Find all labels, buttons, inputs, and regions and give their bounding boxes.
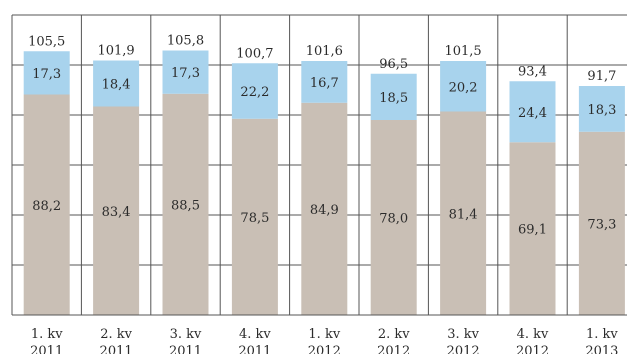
category-label-year: 2012 [377,344,410,354]
category-label-year: 2012 [308,344,341,354]
bars [23,50,625,315]
category-label-quarter: 1. kv [31,327,63,342]
bar-segment-top [509,81,556,143]
bar-segment-base [231,118,278,315]
data-labels: 88,2 17,3 105,5 83,4 18,4 101,9 88,5 17,3 105,8 7… [28,34,616,238]
data-label-top: 20,2 [449,80,478,95]
bar-segment-base [440,111,487,315]
data-label-total: 101,9 [97,44,134,59]
data-label-base: 78,5 [240,211,269,226]
data-label-top: 22,2 [240,85,269,100]
data-label-base: 83,4 [102,205,131,220]
bar-segment-base [301,102,348,315]
bar-segment-base [162,93,209,315]
bar-segment-base [509,142,556,315]
category-label-year: 2012 [447,344,480,354]
data-label-top: 17,3 [171,66,200,81]
data-label-base: 84,9 [310,203,339,218]
category-label-year: 2013 [585,344,618,354]
category-label-year: 2011 [238,344,271,354]
x-axis: 1. kv 2011 2. kv 2011 3. kv 2011 4. kv 2011 1. k… [12,314,627,354]
data-label-total: 91,7 [587,69,616,84]
category-label-year: 2011 [30,344,63,354]
category-label-quarter: 1. kv [308,327,340,342]
data-label-base: 69,1 [518,223,547,238]
bar-segment-base [578,131,625,315]
category-label-quarter: 4. kv [239,327,271,342]
data-label-base: 81,4 [449,207,478,222]
data-label-total: 105,8 [167,34,204,49]
data-label-top: 18,5 [379,91,408,106]
category-label-quarter: 3. kv [447,327,479,342]
data-label-total: 96,5 [379,57,408,72]
bar-segment-base [23,94,70,315]
data-label-top: 18,3 [587,103,616,118]
category-label-year: 2012 [516,344,549,354]
data-label-total: 100,7 [236,46,273,61]
category-label-quarter: 2. kv [378,327,410,342]
category-label-year: 2011 [169,344,202,354]
data-label-base: 73,3 [587,217,616,232]
data-label-top: 16,7 [310,76,339,91]
data-label-total: 101,5 [444,44,481,59]
data-label-total: 93,4 [518,64,547,79]
data-label-total: 105,5 [28,34,65,49]
data-label-top: 24,4 [518,106,547,121]
bar-segment-base [370,120,417,315]
data-label-top: 17,3 [32,67,61,82]
data-label-top: 18,4 [102,78,131,93]
bar-segment-top [578,86,625,132]
category-label-quarter: 1. kv [586,327,618,342]
bar-segment-top [370,73,417,120]
category-label-quarter: 3. kv [170,327,202,342]
bar-segment-top [93,60,140,107]
category-label-year: 2011 [100,344,133,354]
category-label-quarter: 4. kv [517,327,549,342]
bar-segment-top [301,61,348,103]
bar-segment-top [440,61,487,112]
bar-segment-top [162,50,209,94]
data-label-base: 88,5 [171,198,200,213]
bar-segment-base [93,106,140,315]
bar-segment-top [23,51,70,95]
data-label-total: 101,6 [306,44,343,59]
bar-segment-top [231,63,278,119]
category-label-quarter: 2. kv [100,327,132,342]
data-label-base: 88,2 [32,199,61,214]
data-label-base: 78,0 [379,212,408,227]
